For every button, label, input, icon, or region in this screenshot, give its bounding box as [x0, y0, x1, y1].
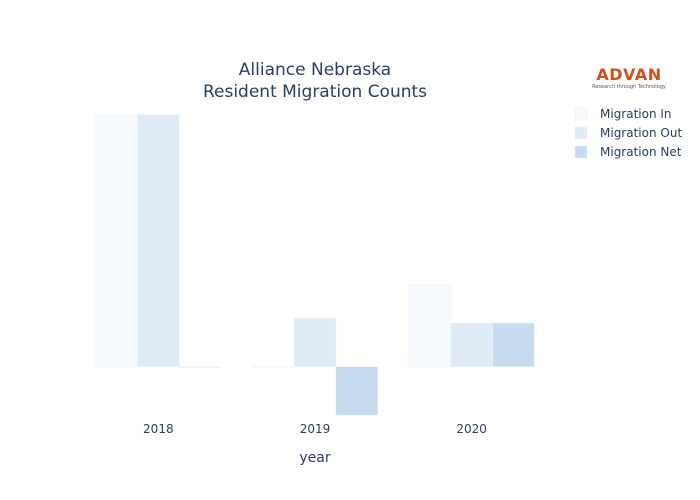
- legend-swatch[interactable]: [574, 145, 588, 159]
- bar-migration-net-2019: [335, 366, 378, 416]
- x-tick-label: 2020: [456, 422, 487, 436]
- bar-migration-out-2019: [293, 317, 337, 367]
- bar-migration-in-2018: [95, 114, 138, 367]
- legend: Migration In Migration Out Migration Net: [574, 107, 682, 159]
- x-axis-title: year: [299, 450, 330, 466]
- chart-title-line-2: Resident Migration Counts: [203, 82, 427, 102]
- legend-label[interactable]: Migration Out: [600, 126, 682, 140]
- bar-migration-in-2019: [252, 366, 295, 368]
- plot-area: [95, 114, 535, 416]
- legend-label[interactable]: Migration Net: [600, 145, 682, 159]
- legend-label[interactable]: Migration In: [600, 107, 672, 121]
- bar-migration-net-2018: [178, 366, 222, 368]
- advan-logo: ADVAN Research through Technology: [588, 65, 670, 91]
- logo-name: ADVAN: [596, 65, 662, 84]
- x-tick-label: 2019: [300, 422, 331, 436]
- x-axis-ticks: 2018 2019 2020: [143, 422, 487, 436]
- bar-migration-out-2018: [137, 114, 180, 367]
- chart-title-line-1: Alliance Nebraska: [239, 60, 391, 80]
- bar-migration-net-2020: [492, 322, 535, 367]
- legend-swatch[interactable]: [574, 107, 588, 121]
- bar-migration-in-2020: [408, 283, 452, 367]
- logo-tagline: Research through Technology: [592, 84, 666, 90]
- x-tick-label: 2018: [143, 422, 174, 436]
- bar-migration-out-2020: [450, 322, 493, 367]
- legend-swatch[interactable]: [574, 126, 588, 140]
- chart-title: Alliance Nebraska Resident Migration Cou…: [203, 60, 427, 102]
